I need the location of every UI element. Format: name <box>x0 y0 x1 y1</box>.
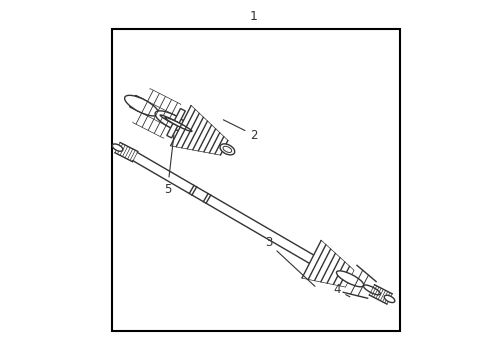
PathPatch shape <box>369 285 392 304</box>
Ellipse shape <box>124 95 158 116</box>
Bar <box>112 29 400 331</box>
Ellipse shape <box>220 144 235 155</box>
PathPatch shape <box>171 106 228 155</box>
Text: 4: 4 <box>333 283 350 297</box>
PathPatch shape <box>133 89 180 138</box>
Text: 5: 5 <box>164 135 174 195</box>
Text: 2: 2 <box>223 120 258 141</box>
Text: 3: 3 <box>265 237 315 286</box>
PathPatch shape <box>130 95 160 119</box>
Ellipse shape <box>160 115 187 129</box>
PathPatch shape <box>115 143 138 162</box>
Ellipse shape <box>364 285 380 295</box>
PathPatch shape <box>133 153 314 263</box>
Ellipse shape <box>384 295 395 302</box>
Ellipse shape <box>127 97 139 105</box>
PathPatch shape <box>167 108 185 138</box>
Ellipse shape <box>155 111 189 131</box>
PathPatch shape <box>302 240 354 287</box>
PathPatch shape <box>343 265 376 298</box>
Ellipse shape <box>165 117 192 131</box>
Ellipse shape <box>112 144 123 151</box>
Ellipse shape <box>223 146 232 152</box>
Text: 1: 1 <box>250 10 258 23</box>
Ellipse shape <box>337 271 364 287</box>
